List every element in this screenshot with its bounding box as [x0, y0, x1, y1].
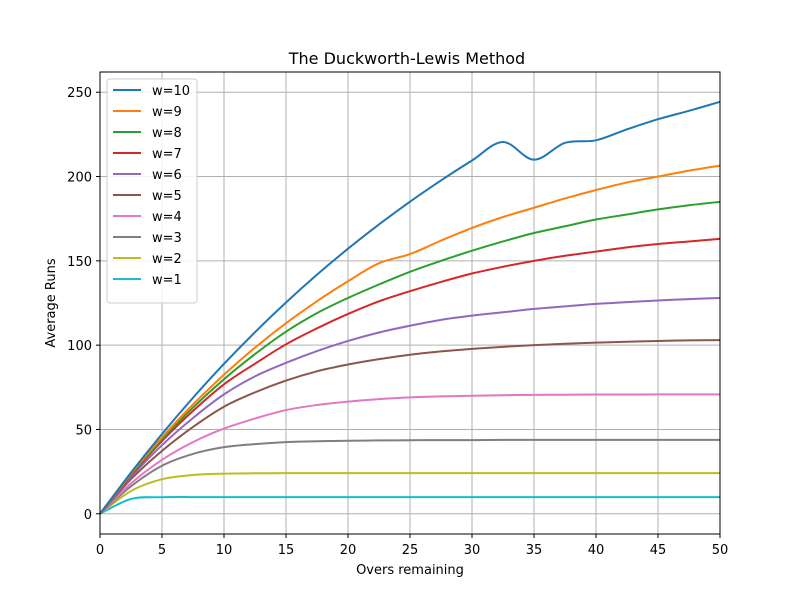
y-tick-label: 150	[67, 255, 92, 270]
legend-label: w=2	[152, 252, 182, 267]
x-tick-label: 45	[650, 543, 667, 558]
series-line-w-5	[99, 339, 721, 515]
series-line-w-9	[99, 164, 721, 515]
legend-label: w=6	[152, 168, 182, 183]
y-axis: 0 50 100 150 200 250	[67, 86, 100, 523]
series-line-w-8	[99, 200, 721, 515]
x-tick-label: 35	[526, 543, 543, 558]
chart-title: The Duckworth-Lewis Method	[288, 49, 525, 68]
x-tick-label: 25	[402, 543, 419, 558]
y-tick-label: 250	[67, 86, 92, 101]
legend-box	[106, 78, 198, 304]
series-line-w-6	[99, 296, 721, 515]
legend-label: w=5	[152, 189, 182, 204]
x-axis: 0 5 10 15 20 25 30 35 40 45 50	[96, 534, 728, 558]
y-tick-label: 50	[75, 423, 92, 438]
legend-label: w=7	[152, 147, 182, 162]
y-tick-label: 0	[84, 508, 92, 523]
x-tick-label: 10	[216, 543, 233, 558]
series-line-w-7	[99, 237, 721, 515]
legend: w=10 w=9 w=8 w=7 w=6 w=5 w=4 w=3 w=2 w=1	[106, 78, 198, 304]
legend-label: w=9	[152, 105, 182, 120]
series-line-w-10	[99, 100, 721, 515]
legend-label: w=3	[152, 231, 182, 246]
legend-label: w=4	[152, 210, 182, 225]
x-axis-label: Overs remaining	[356, 563, 464, 578]
y-tick-label: 200	[67, 171, 92, 186]
y-axis-label: Average Runs	[44, 258, 59, 347]
x-tick-label: 40	[588, 543, 605, 558]
x-tick-label: 15	[278, 543, 295, 558]
x-tick-label: 0	[96, 543, 104, 558]
series-line-w-2	[99, 472, 720, 515]
legend-label: w=8	[152, 126, 182, 141]
legend-label: w=10	[152, 84, 190, 99]
x-tick-label: 50	[712, 543, 729, 558]
series-line-w-4	[99, 393, 720, 515]
legend-label: w=1	[152, 273, 182, 288]
series-line-w-3	[99, 438, 720, 515]
series-layer	[99, 100, 721, 515]
series-line-w-1	[99, 496, 720, 515]
x-tick-label: 5	[158, 543, 166, 558]
x-tick-label: 20	[340, 543, 357, 558]
x-tick-label: 30	[464, 543, 481, 558]
y-tick-label: 100	[67, 339, 92, 354]
